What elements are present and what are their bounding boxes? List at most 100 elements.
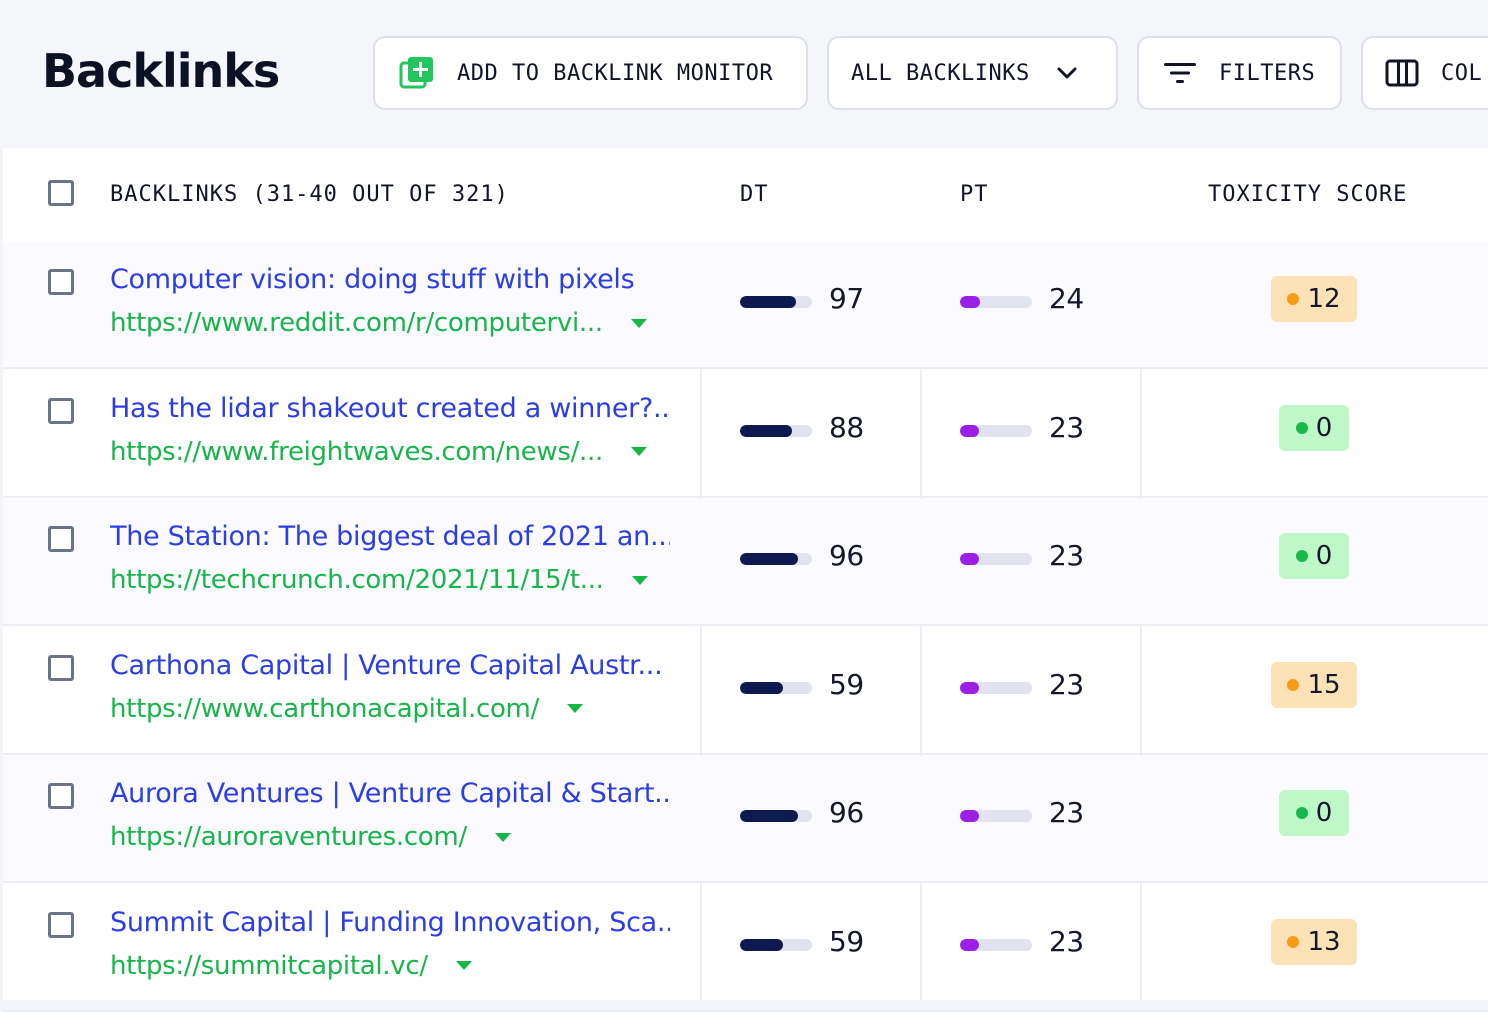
pt-bar-fill bbox=[960, 681, 979, 694]
toxicity-value: 0 bbox=[1315, 541, 1333, 571]
dt-value: 59 bbox=[829, 924, 864, 958]
row-checkbox[interactable] bbox=[48, 397, 74, 424]
toxicity-badge: 15 bbox=[1271, 661, 1357, 708]
dt-bar-fill bbox=[740, 553, 798, 565]
table-row: Has the lidar shakeout created a winner?… bbox=[3, 371, 1488, 498]
row-checkbox[interactable] bbox=[48, 654, 74, 681]
row-checkbox[interactable] bbox=[48, 269, 74, 295]
backlink-title-link[interactable]: Aurora Ventures | Venture Capital & Star… bbox=[110, 778, 670, 809]
all-backlinks-dropdown[interactable]: ALL BACKLINKS bbox=[827, 36, 1118, 110]
caret-down-icon[interactable] bbox=[455, 961, 472, 970]
backlink-url-link[interactable]: https://www.freightwaves.com/news/... bbox=[110, 436, 603, 467]
backlinks-table: BACKLINKS (31-40 OUT OF 321) DT PT TOXIC… bbox=[3, 148, 1488, 1012]
filters-label: FILTERS bbox=[1219, 60, 1316, 86]
column-header-toxicity-score[interactable]: TOXICITY SCORE bbox=[1208, 182, 1408, 207]
dt-bar-fill bbox=[740, 938, 784, 951]
dt-value: 96 bbox=[829, 539, 864, 572]
pt-value: 23 bbox=[1049, 410, 1084, 444]
filters-button[interactable]: FILTERS bbox=[1137, 36, 1342, 110]
columns-icon bbox=[1385, 59, 1419, 87]
chevron-down-icon bbox=[1056, 66, 1078, 80]
pt-value: 23 bbox=[1049, 924, 1084, 958]
caret-down-icon[interactable] bbox=[494, 832, 511, 842]
backlink-url[interactable]: https://www.carthonacapital.com/ bbox=[110, 693, 584, 724]
backlink-url[interactable]: https://auroraventures.com/ bbox=[110, 822, 511, 852]
row-checkbox[interactable] bbox=[48, 526, 74, 552]
page-header: Backlinks ADD TO BACKLINK MONITOR ALL BA… bbox=[0, 0, 1488, 148]
backlink-url[interactable]: https://summitcapital.vc/ bbox=[110, 951, 472, 981]
column-header-pt[interactable]: PT bbox=[960, 182, 989, 207]
dt-bar bbox=[740, 810, 812, 822]
all-backlinks-label: ALL BACKLINKS bbox=[851, 60, 1030, 86]
backlink-title-link[interactable]: Summit Capital | Funding Innovation, Sca… bbox=[110, 906, 670, 938]
toxicity-dot-icon bbox=[1287, 293, 1300, 305]
backlink-url-link[interactable]: https://techcrunch.com/2021/11/15/t... bbox=[110, 565, 604, 595]
columns-button[interactable]: COL bbox=[1361, 36, 1488, 110]
caret-down-icon[interactable] bbox=[630, 318, 647, 328]
page-title: Backlinks bbox=[42, 44, 280, 98]
caret-down-icon[interactable] bbox=[630, 447, 647, 456]
toxicity-dot-icon bbox=[1287, 935, 1300, 948]
add-to-backlink-monitor-button[interactable]: ADD TO BACKLINK MONITOR bbox=[373, 36, 808, 110]
backlink-url[interactable]: https://techcrunch.com/2021/11/15/t... bbox=[110, 565, 648, 595]
backlink-title-link[interactable]: Carthona Capital | Venture Capital Austr… bbox=[110, 649, 663, 681]
column-header-dt[interactable]: DT bbox=[740, 182, 769, 207]
dt-bar-fill bbox=[740, 681, 784, 694]
columns-label: COL bbox=[1441, 60, 1483, 86]
toxicity-badge: 0 bbox=[1279, 533, 1349, 579]
toxicity-value: 12 bbox=[1307, 284, 1341, 314]
select-all-checkbox[interactable] bbox=[48, 180, 74, 206]
backlink-title-link[interactable]: The Station: The biggest deal of 2021 an… bbox=[110, 521, 670, 552]
toxicity-dot-icon bbox=[1295, 807, 1308, 819]
toxicity-badge: 0 bbox=[1279, 790, 1349, 836]
pt-value: 24 bbox=[1049, 282, 1084, 315]
backlink-url-link[interactable]: https://auroraventures.com/ bbox=[110, 822, 467, 852]
dt-value: 96 bbox=[829, 796, 864, 829]
dt-bar-fill bbox=[740, 296, 797, 308]
table-row: Aurora Ventures | Venture Capital & Star… bbox=[3, 756, 1488, 883]
pt-bar bbox=[960, 810, 1032, 822]
caret-down-icon[interactable] bbox=[631, 575, 648, 585]
pt-bar-fill bbox=[960, 810, 979, 822]
caret-down-icon[interactable] bbox=[567, 704, 584, 713]
pt-bar bbox=[960, 553, 1032, 565]
dt-bar bbox=[740, 424, 812, 437]
row-checkbox[interactable] bbox=[48, 911, 74, 938]
table-header: BACKLINKS (31-40 OUT OF 321) DT PT TOXIC… bbox=[3, 148, 1488, 244]
pt-value: 23 bbox=[1049, 667, 1084, 701]
table-row: Carthona Capital | Venture Capital Austr… bbox=[3, 628, 1488, 755]
dt-bar bbox=[740, 938, 812, 951]
toxicity-badge: 12 bbox=[1271, 276, 1357, 322]
plus-square-icon bbox=[399, 55, 435, 91]
pt-bar bbox=[960, 938, 1032, 951]
dt-value: 59 bbox=[829, 667, 864, 701]
backlink-url[interactable]: https://www.freightwaves.com/news/... bbox=[110, 437, 647, 467]
add-button-label: ADD TO BACKLINK MONITOR bbox=[457, 60, 774, 86]
dt-bar bbox=[740, 681, 812, 694]
pt-bar-fill bbox=[960, 938, 979, 951]
pt-value: 23 bbox=[1049, 796, 1084, 829]
dt-bar-fill bbox=[740, 424, 792, 437]
pt-bar-fill bbox=[960, 424, 979, 437]
dt-bar bbox=[740, 296, 812, 308]
backlink-url[interactable]: https://www.reddit.com/r/computervi... bbox=[110, 308, 647, 338]
pt-value: 23 bbox=[1049, 539, 1084, 572]
toxicity-badge: 13 bbox=[1271, 918, 1357, 965]
toxicity-dot-icon bbox=[1295, 421, 1308, 434]
row-checkbox[interactable] bbox=[48, 783, 74, 809]
table-row: Computer vision: doing stuff with pixels… bbox=[3, 242, 1488, 369]
backlink-title-link[interactable]: Has the lidar shakeout created a winner?… bbox=[110, 392, 670, 424]
column-header-backlinks[interactable]: BACKLINKS (31-40 OUT OF 321) bbox=[110, 182, 509, 207]
dt-value: 97 bbox=[829, 282, 864, 315]
backlink-title-link[interactable]: Computer vision: doing stuff with pixels bbox=[110, 264, 635, 295]
table-row: Summit Capital | Funding Innovation, Sca… bbox=[3, 885, 1488, 1012]
dt-bar-fill bbox=[740, 810, 798, 822]
backlink-url-link[interactable]: https://summitcapital.vc/ bbox=[110, 950, 428, 981]
backlink-url-link[interactable]: https://www.reddit.com/r/computervi... bbox=[110, 308, 603, 338]
table-row: The Station: The biggest deal of 2021 an… bbox=[3, 499, 1488, 626]
backlink-url-link[interactable]: https://www.carthonacapital.com/ bbox=[110, 693, 540, 724]
toxicity-badge: 0 bbox=[1279, 404, 1349, 451]
pt-bar-fill bbox=[960, 296, 981, 308]
toxicity-value: 15 bbox=[1307, 669, 1341, 700]
toxicity-dot-icon bbox=[1287, 678, 1300, 691]
